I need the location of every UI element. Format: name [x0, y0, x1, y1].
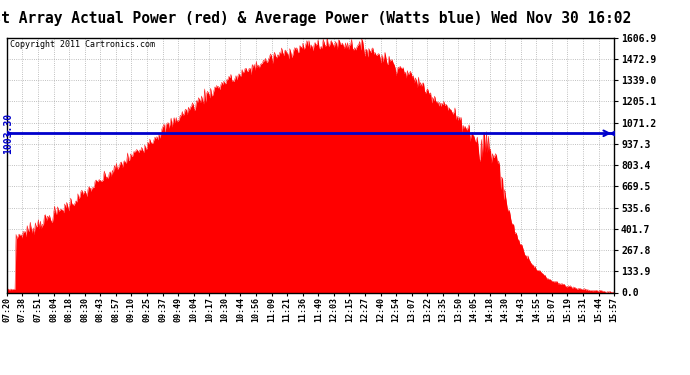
Text: 1003.30: 1003.30: [3, 113, 13, 154]
Text: East Array Actual Power (red) & Average Power (Watts blue) Wed Nov 30 16:02: East Array Actual Power (red) & Average …: [0, 11, 632, 26]
Text: Copyright 2011 Cartronics.com: Copyright 2011 Cartronics.com: [10, 40, 155, 49]
